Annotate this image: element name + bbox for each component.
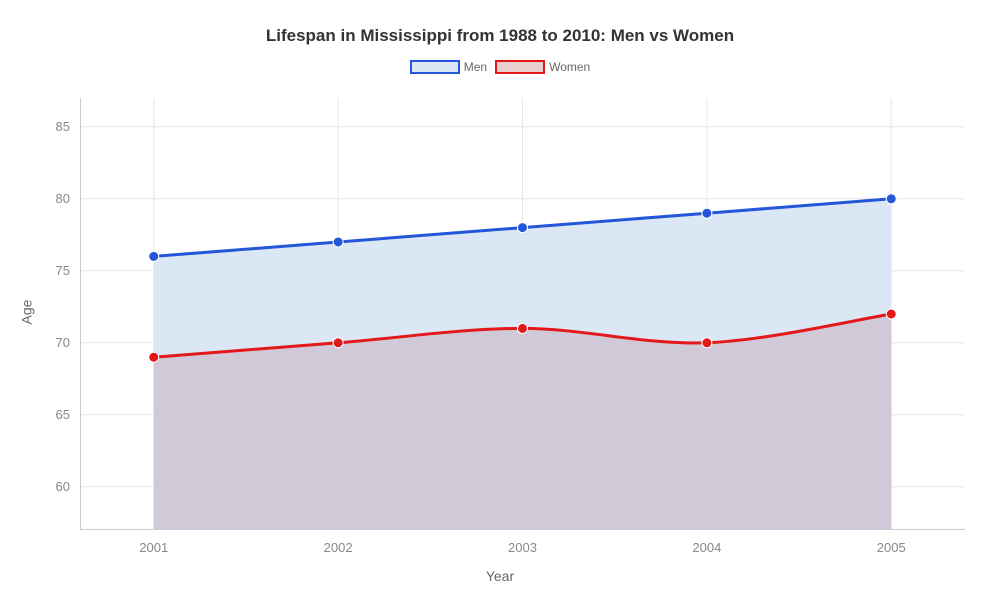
legend-item-women[interactable]: Women — [495, 60, 590, 74]
legend-label-women: Women — [549, 60, 590, 74]
x-tick-label: 2004 — [692, 540, 721, 555]
legend-swatch-men — [410, 60, 460, 74]
chart-container: Lifespan in Mississippi from 1988 to 201… — [0, 0, 1000, 600]
x-tick-label: 2001 — [139, 540, 168, 555]
y-tick-label: 80 — [40, 191, 70, 206]
y-axis-label: Age — [18, 300, 34, 325]
y-tick-label: 60 — [40, 479, 70, 494]
legend-swatch-women — [495, 60, 545, 74]
y-tick-label: 75 — [40, 263, 70, 278]
chart-title: Lifespan in Mississippi from 1988 to 201… — [0, 26, 1000, 46]
x-axis-label: Year — [0, 568, 1000, 584]
legend: Men Women — [0, 60, 1000, 74]
legend-label-men: Men — [464, 60, 487, 74]
y-tick-label: 65 — [40, 407, 70, 422]
x-tick-label: 2005 — [877, 540, 906, 555]
y-tick-label: 70 — [40, 335, 70, 350]
x-tick-label: 2002 — [324, 540, 353, 555]
plot-area — [80, 98, 965, 530]
y-tick-label: 85 — [40, 119, 70, 134]
legend-item-men[interactable]: Men — [410, 60, 487, 74]
x-tick-label: 2003 — [508, 540, 537, 555]
